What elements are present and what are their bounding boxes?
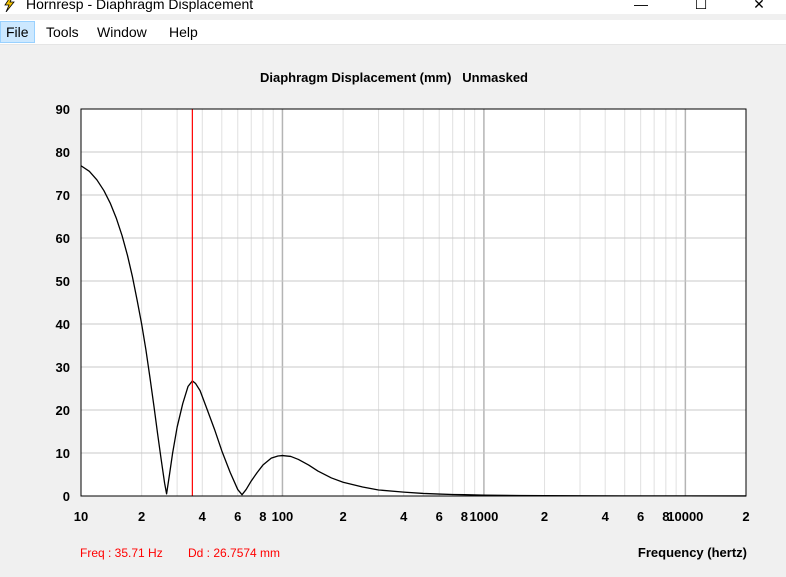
y-tick-label: 10 xyxy=(56,446,70,461)
x-tick-label: 4 xyxy=(199,509,207,524)
x-tick-label: 6 xyxy=(637,509,644,524)
x-tick-label: 4 xyxy=(602,509,610,524)
y-tick-label: 30 xyxy=(56,360,70,375)
x-tick-label: 6 xyxy=(436,509,443,524)
x-tick-label: 10 xyxy=(74,509,88,524)
plot-area[interactable] xyxy=(81,109,746,496)
maximize-button[interactable]: ☐ xyxy=(694,0,708,12)
y-tick-label: 70 xyxy=(56,188,70,203)
lightning-icon xyxy=(4,0,15,12)
x-tick-label: 10000 xyxy=(667,509,703,524)
x-tick-label: 8 xyxy=(461,509,468,524)
grid-layer xyxy=(81,109,746,496)
title-bar: Hornresp - Diaphragm Displacement — ☐ ✕ xyxy=(0,0,786,14)
y-tick-label: 60 xyxy=(56,231,70,246)
series-layer xyxy=(80,165,747,497)
minimize-button[interactable]: — xyxy=(634,0,648,12)
status-displacement: Dd : 26.7574 mm xyxy=(188,546,280,560)
status-frequency: Freq : 35.71 Hz xyxy=(80,546,163,560)
x-axis-label: Frequency (hertz) xyxy=(638,545,747,560)
window-title: Hornresp - Diaphragm Displacement xyxy=(26,0,254,12)
menu-bar: File Tools Window Help xyxy=(0,20,786,45)
menu-window[interactable]: Window xyxy=(97,24,147,40)
x-tick-label: 2 xyxy=(339,509,346,524)
y-tick-label: 90 xyxy=(56,102,70,117)
x-tick-label: 2 xyxy=(742,509,749,524)
menu-tools[interactable]: Tools xyxy=(46,24,79,40)
y-tick-label: 40 xyxy=(56,317,70,332)
x-tick-label: 100 xyxy=(272,509,294,524)
y-tick-label: 80 xyxy=(56,145,70,160)
x-tick-label: 1000 xyxy=(469,509,498,524)
x-tick-label: 8 xyxy=(259,509,266,524)
x-tick-label: 2 xyxy=(138,509,145,524)
series-line xyxy=(80,165,747,497)
y-tick-label: 20 xyxy=(56,403,70,418)
x-tick-label: 4 xyxy=(400,509,408,524)
y-tick-labels: 0 10 20 30 40 50 60 70 80 90 xyxy=(56,102,70,504)
y-tick-label: 50 xyxy=(56,274,70,289)
menu-help[interactable]: Help xyxy=(169,24,198,40)
close-button[interactable]: ✕ xyxy=(753,0,765,12)
x-tick-label: 8 xyxy=(662,509,669,524)
x-tick-label: 6 xyxy=(234,509,241,524)
plot-border xyxy=(80,108,747,497)
menu-file[interactable]: File xyxy=(0,21,35,43)
x-tick-label: 2 xyxy=(541,509,548,524)
y-tick-label: 0 xyxy=(63,489,70,504)
chart-title: Diaphragm Displacement (mm) Unmasked xyxy=(260,70,528,85)
